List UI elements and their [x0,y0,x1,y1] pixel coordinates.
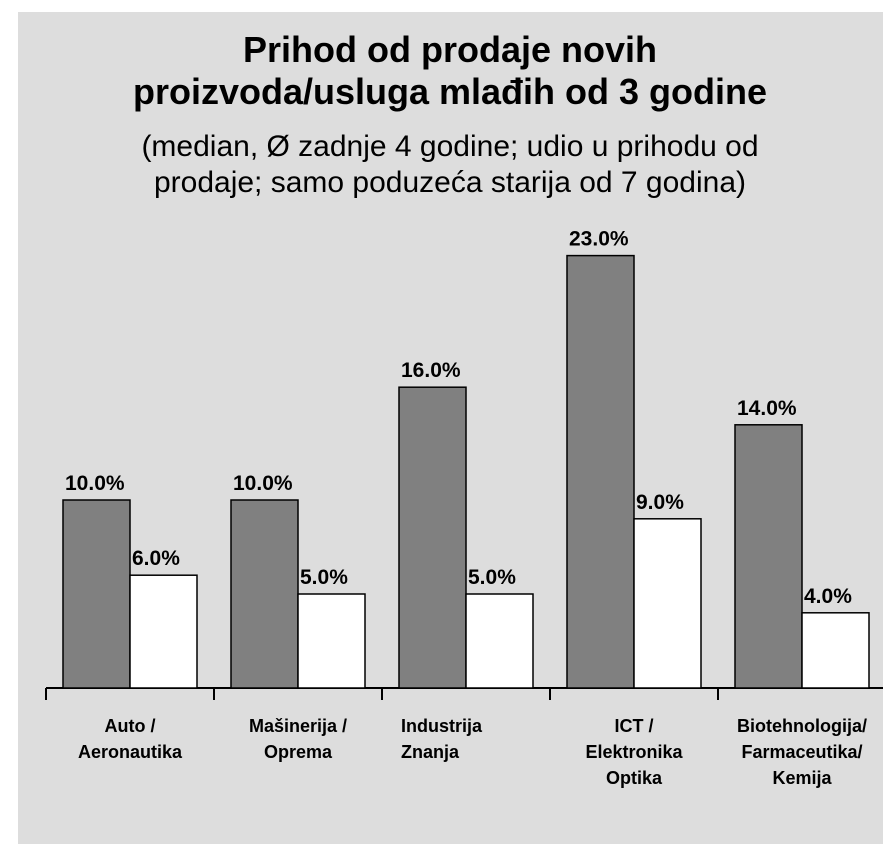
x-tick-label: Biotehnologija/ [737,716,867,736]
x-tick-label: Oprema [264,742,333,762]
value-label: 16.0% [401,359,461,382]
bar [129,574,198,689]
bar [297,593,366,689]
x-tick-label: Auto / [105,716,156,736]
value-label: 23.0% [569,228,629,251]
value-label: 10.0% [65,472,125,495]
value-label: 10.0% [233,472,293,495]
chart-subtitle: (median, Ø zadnje 4 godine; udio u priho… [141,130,758,163]
x-tick-label: Optika [606,768,663,788]
value-label: 14.0% [737,397,797,420]
chart-subtitle: prodaje; samo poduzeća starija od 7 godi… [154,166,746,199]
x-tick-label: Elektronika [585,742,683,762]
x-tick-label: ICT / [615,716,654,736]
x-tick-label: Aeronautika [78,742,183,762]
value-label: 9.0% [636,491,684,514]
value-label: 4.0% [804,585,852,608]
x-tick-label: Mašinerija / [249,716,347,736]
bar [801,612,870,689]
x-tick-label: Industrija [401,716,483,736]
bar [633,518,702,689]
value-label: 6.0% [132,547,180,570]
value-label: 5.0% [468,566,516,589]
x-tick-label: Kemija [772,768,832,788]
bar [230,499,299,689]
bar [62,499,131,689]
chart-title: Prihod od prodaje novih [243,29,657,70]
chart-title: proizvoda/usluga mlađih od 3 godine [133,71,767,112]
bar [566,254,635,689]
bar [398,386,467,689]
x-tick-label: Znanja [401,742,460,762]
x-tick-label: Farmaceutika/ [741,742,862,762]
bar [734,424,803,689]
value-label: 5.0% [300,566,348,589]
bar [465,593,534,689]
